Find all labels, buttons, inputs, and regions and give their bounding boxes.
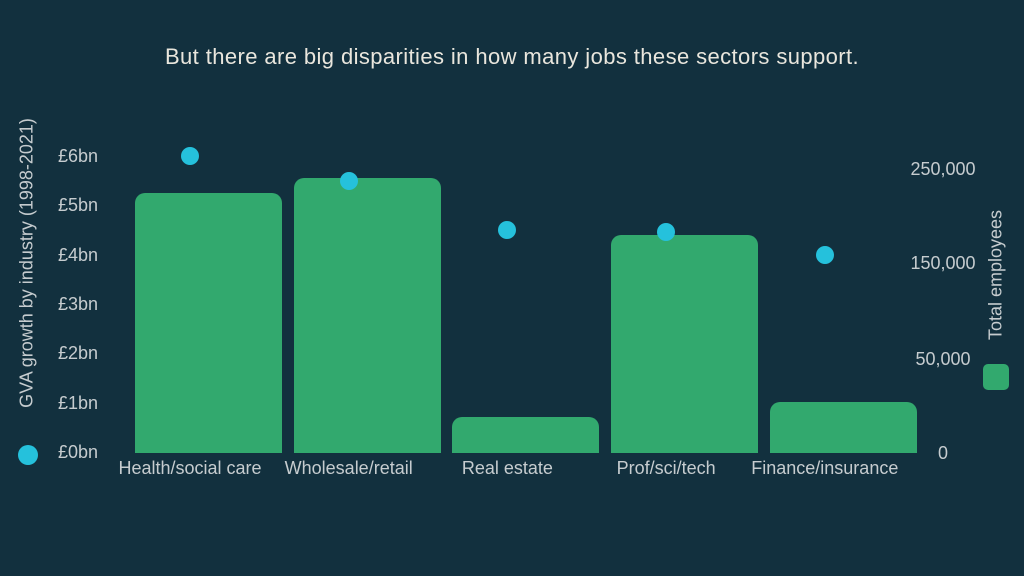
chart-title: But there are big disparities in how man…	[164, 44, 860, 69]
right-axis-tick: 0	[937, 443, 948, 463]
bar-wholesale-retail	[293, 178, 441, 453]
left-axis-tick: £0bn	[57, 442, 98, 462]
bar-real-estate	[452, 417, 600, 453]
category-label: Wholesale/retail	[284, 458, 413, 478]
dot-real-estate	[498, 221, 517, 239]
bar-health-social-care	[135, 192, 282, 453]
left-axis-tick: £4bn	[57, 244, 98, 265]
dot-prof-sci-tech	[657, 223, 676, 242]
left-axis-tick: £3bn	[57, 294, 98, 314]
category-label: Health/social care	[118, 458, 262, 478]
right-axis-tick: 150,000	[910, 253, 976, 273]
category-label: Prof/sci/tech	[616, 458, 716, 478]
left-axis-tick: £6bn	[57, 146, 98, 167]
right-axis-title: Total employees	[985, 209, 1006, 341]
right-axis-tick: 250,000	[910, 159, 976, 179]
left-axis-tick: £1bn	[57, 392, 98, 413]
dot-health-social-care	[181, 147, 199, 166]
category-label: Real estate	[461, 458, 553, 478]
left-axis-tick: £2bn	[57, 343, 98, 364]
scatter-legend-dot-icon	[18, 445, 38, 465]
right-axis-tick: 50,000	[915, 349, 971, 369]
dot-finance-insurance	[815, 245, 834, 264]
bar-legend-square-icon	[983, 364, 1009, 390]
bar-prof-sci-tech	[611, 234, 759, 453]
category-label: Finance/insurance	[751, 458, 899, 478]
bar-finance-insurance	[769, 402, 917, 453]
dot-wholesale-retail	[339, 171, 358, 190]
left-axis-tick: £5bn	[57, 195, 98, 216]
